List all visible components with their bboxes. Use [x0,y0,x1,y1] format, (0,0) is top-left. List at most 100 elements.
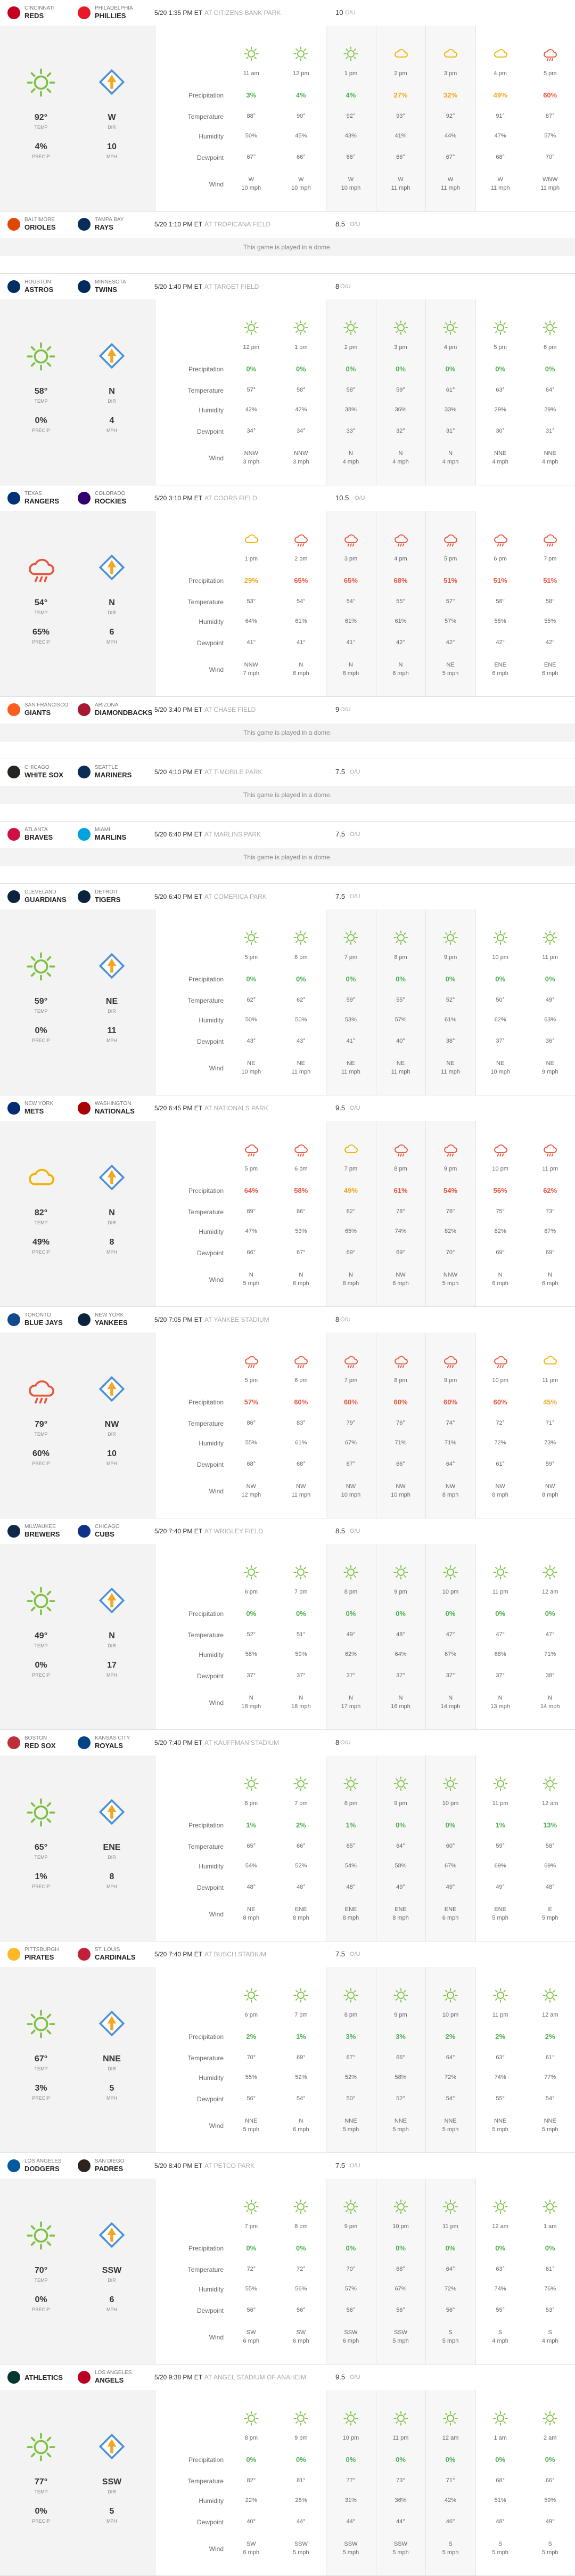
summary-mph-label: MPH [106,1884,117,1889]
summary-icon [26,1374,56,1408]
humidity-value: 41% [395,133,407,139]
dome-bar [0,724,575,742]
game-time: 5/20 6:45 PM ET AT NATIONALS PARK [154,1104,268,1112]
temp-value: 52° [446,997,455,1003]
time: 5/20 6:40 PM ET [154,831,203,838]
team-name: GIANTS [24,709,51,717]
precip-value: 51% [543,576,557,584]
hour-label: 4 pm [443,344,457,351]
hour-icon [293,531,309,550]
humidity-value: 71% [445,1440,457,1446]
dewpoint-value: 56° [396,2307,405,2313]
wind-speed-value: 6 mph [392,1280,409,1287]
humidity-value: 54% [344,1863,357,1869]
wind-speed-value: 4 mph [541,459,558,465]
wind-dir-value: NW [296,1483,306,1490]
dewpoint-value: 44° [396,2518,405,2525]
temp-value: 71° [545,1420,555,1426]
hour-icon [293,320,309,338]
row-label: Humidity [199,2074,224,2082]
summary-mph-label: MPH [106,2307,117,2312]
hour-icon [343,930,359,948]
over-under: 8 [335,1738,340,1746]
hour-label: 10 pm [392,2223,409,2230]
summary-mph-label: MPH [106,1249,117,1255]
hour-label: 5 pm [244,1166,258,1172]
time: 5/20 6:40 PM ET [154,893,203,900]
hour-icon [393,1141,409,1160]
summary-panel [0,2390,156,2575]
hour-label: 8 pm [244,2435,258,2441]
hour-icon [343,531,359,550]
humidity-value: 61% [395,618,407,624]
temp-value: 65° [346,1843,356,1849]
humidity-value: 61% [445,1017,457,1023]
summary-panel [0,299,156,485]
precip-value: 0% [545,365,555,373]
wind-speed-value: 6 mph [342,670,359,677]
venue: AT WRIGLEY FIELD [204,1527,264,1535]
precip-value: 0% [396,365,406,373]
hour-icon [492,1141,508,1160]
wind-speed-value: 5 mph [243,2126,260,2133]
summary-precip: 60% [32,1449,50,1458]
humidity-value: 59% [544,2497,556,2504]
wind-dir-value: W [248,176,254,183]
dewpoint-value: 37° [496,1038,505,1044]
precip-value: 60% [493,1398,507,1406]
team-logo [7,766,20,778]
game-hour-column [326,2179,376,2364]
row-label: Precipitation [188,2456,224,2464]
dewpoint-value: 67° [446,154,455,160]
temp-value: 66° [396,2054,405,2061]
summary-wind-mph: 11 [107,1026,117,1035]
team-logo [78,828,91,841]
precip-value: 0% [445,1821,456,1829]
wind-speed-value: 5 mph [342,2126,359,2133]
wind-dir-value: N [548,1272,553,1278]
summary-precip-label: PRECIP [32,1038,50,1043]
team-logo [7,1313,20,1326]
temp-value: 55° [396,598,405,605]
row-label: Wind [209,1911,224,1918]
wind-dir-value: SSW [393,2329,408,2336]
hour-label: 6 pm [543,344,557,351]
temp-value: 58° [545,1843,555,1849]
hour-label: 12 am [492,2223,508,2230]
temp-value: 57° [247,387,256,393]
wind-dir-value: N [398,1695,403,1701]
hour-icon [492,531,508,550]
precip-value: 29% [244,576,258,584]
game-card: TORONTO BLUE JAYS NEW YORK YANKEES 5/20 7:05… [0,1307,575,1518]
hour-icon [293,1776,309,1794]
game-hour-column [425,2390,475,2575]
row-label: Humidity [199,1863,224,1870]
time: 5/20 1:40 PM ET [154,283,203,290]
hour-label: 12 am [541,2012,558,2018]
hour-label: 7 pm [294,1800,308,1807]
team-logo [78,280,91,293]
team-name: PIRATES [24,1953,54,1961]
wind-dir-value: N [398,450,403,457]
game-card: CLEVELAND GUARDIANS DETROIT TIGERS 5/20 6:40… [0,884,575,1095]
hour-icon [293,1987,309,2006]
game-hour-column [425,1332,475,1518]
temp-value: 59° [396,387,405,393]
hour-label: 4 pm [394,556,407,562]
venue: AT BUSCH STADIUM [204,1951,267,1958]
team-name: RAYS [95,223,113,231]
humidity-value: 42% [245,407,257,413]
precip-value: 0% [246,2244,257,2252]
precip-value: 0% [295,975,306,983]
game-hour-column [425,511,475,696]
hour-label: 7 pm [344,1377,358,1384]
over-under-label: O/U [340,283,351,290]
dewpoint-value: 49° [396,1884,405,1890]
wind-dir-value: S [448,2329,453,2336]
precip-value: 3% [246,91,257,99]
time: 5/20 3:10 PM ET [154,494,203,502]
dewpoint-value: 42° [496,639,505,646]
humidity-value: 69% [544,1863,556,1869]
hour-label: 1 am [494,2435,507,2441]
precip-value: 54% [443,1187,458,1194]
